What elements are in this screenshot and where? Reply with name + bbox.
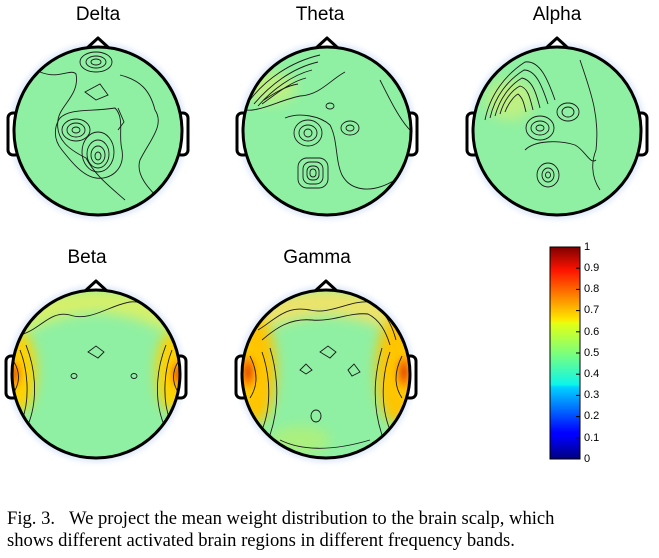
colorbar-tick-marks — [576, 246, 580, 460]
colorbar-tick-label: 0.2 — [584, 410, 600, 422]
topomap-beta — [4, 279, 188, 462]
panel-title-beta: Beta — [67, 247, 107, 268]
colorbar-tick-label: 0.8 — [584, 283, 600, 295]
topomap-theta — [235, 36, 419, 219]
topomap-delta — [6, 36, 190, 219]
colorbar-tick-label: 0.1 — [584, 432, 600, 444]
colorbar-tick-label: 0.7 — [584, 304, 600, 316]
contour-lines — [484, 59, 601, 191]
panel-title-delta: Delta — [75, 4, 121, 25]
colorbar-tick-label: 0.5 — [584, 347, 600, 359]
contour-lines — [39, 51, 161, 201]
colorbar-tick-label: 1 — [584, 241, 591, 253]
colorbar-tick-label: 0.9 — [584, 262, 600, 274]
topomap-alpha — [465, 36, 649, 219]
caption-line-1: Fig. 3. We project the mean weight distri… — [7, 508, 659, 530]
colorbar-tick-label: 0.3 — [584, 389, 600, 401]
colorbar — [549, 246, 581, 460]
panel-title-gamma: Gamma — [283, 247, 351, 268]
topomap-gamma — [234, 279, 418, 462]
figure-caption: Fig. 3. We project the mean weight distri… — [7, 508, 659, 552]
caption-text-1: We project the mean weight distribution … — [69, 508, 555, 529]
colorbar-tick-label: 0.4 — [584, 368, 600, 380]
figure-label: Fig. 3. — [7, 508, 56, 529]
panel-title-alpha: Alpha — [532, 4, 582, 25]
colorbar-gradient — [549, 246, 581, 460]
contour-lines — [244, 54, 411, 190]
head-outline — [12, 45, 184, 217]
topomap-figure — [4, 36, 649, 462]
colorbar-tick-label: 0 — [584, 453, 591, 465]
contour-lines — [249, 301, 403, 449]
colorbar-tick-label: 0.6 — [584, 326, 600, 338]
caption-line-2: shows different activated brain regions … — [7, 530, 515, 551]
panel-title-theta: Theta — [295, 4, 345, 25]
